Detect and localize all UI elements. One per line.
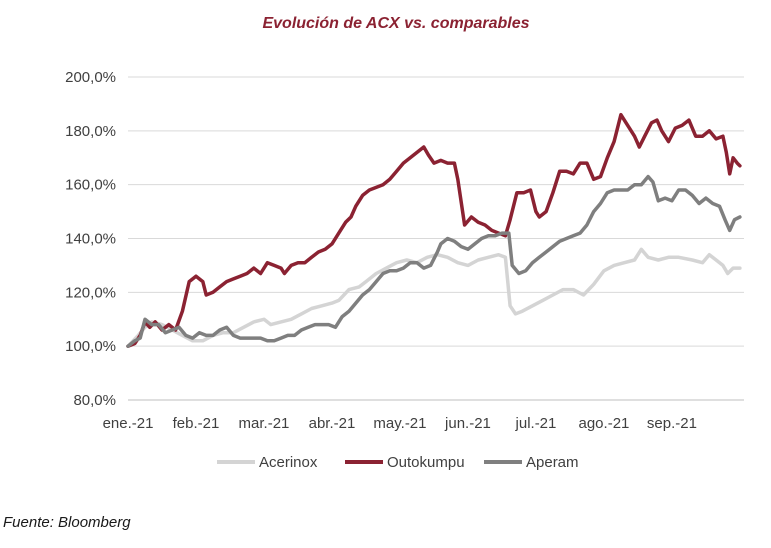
y-tick-label: 100,0% — [65, 338, 116, 355]
y-tick-label: 200,0% — [65, 69, 116, 86]
x-tick-label: sep.-21 — [647, 415, 697, 432]
legend-label-acerinox: Acerinox — [259, 454, 318, 471]
x-tick-label: jun.-21 — [444, 415, 491, 432]
legend: Acerinox Outokumpu Aperam — [217, 454, 579, 471]
series-line-outokumpu — [126, 112, 742, 348]
series-lines — [126, 112, 742, 348]
x-tick-label: abr.-21 — [309, 415, 356, 432]
y-tick-label: 80,0% — [73, 392, 116, 409]
x-tick-label: ene.-21 — [103, 415, 154, 432]
legend-label-outokumpu: Outokumpu — [387, 454, 465, 471]
legend-label-aperam: Aperam — [526, 454, 579, 471]
y-tick-label: 120,0% — [65, 284, 116, 301]
y-tick-label: 140,0% — [65, 231, 116, 248]
chart-title: Evolución de ACX vs. comparables — [262, 15, 529, 32]
x-tick-label: may.-21 — [373, 415, 426, 432]
y-tick-label: 180,0% — [65, 123, 116, 140]
series-line-aperam — [126, 174, 742, 348]
y-axis-tick-labels: 80,0% 100,0% 120,0% 140,0% 160,0% 180,0% 200,0… — [65, 69, 116, 409]
x-tick-label: ago.-21 — [579, 415, 630, 432]
x-tick-label: jul.-21 — [515, 415, 557, 432]
y-tick-label: 160,0% — [65, 177, 116, 194]
gridlines — [128, 76, 744, 347]
x-tick-label: feb.-21 — [173, 415, 220, 432]
x-tick-label: mar.-21 — [239, 415, 290, 432]
x-axis-tick-labels: ene.-21 feb.-21 mar.-21 abr.-21 may.-21 jun.-… — [103, 415, 697, 432]
source-note: Fuente: Bloomberg — [3, 514, 131, 531]
